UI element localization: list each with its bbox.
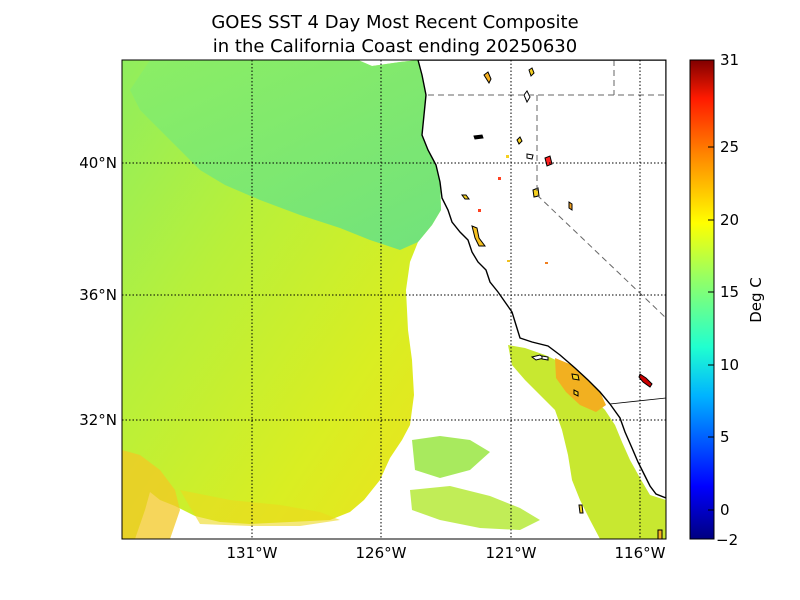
map-title-line2: in the California Coast ending 20250630 xyxy=(212,36,578,57)
lon-label-131w: 131°W xyxy=(227,544,278,562)
colorbar-tick-0: 0 xyxy=(720,501,730,519)
lat-label-36n: 36°N xyxy=(79,286,117,304)
map-plot-area xyxy=(122,60,666,539)
land-mass xyxy=(417,60,666,499)
small-water-spots xyxy=(478,155,548,264)
colorbar-tick-25: 25 xyxy=(720,138,739,156)
state-borders xyxy=(428,60,666,319)
colorbar-tick-neg2: −2 xyxy=(716,531,738,549)
colorbar xyxy=(689,59,715,540)
lon-label-126w: 126°W xyxy=(356,544,407,562)
sst-patch-south-offshore xyxy=(410,486,540,530)
colorbar-tick-20: 20 xyxy=(720,211,739,229)
graticule xyxy=(122,60,666,539)
map-frame xyxy=(121,59,667,540)
colorbar-tick-5: 5 xyxy=(720,428,730,446)
colorbar-label: Deg C xyxy=(747,277,765,323)
mexico-border xyxy=(609,397,666,405)
colorbar-ticks xyxy=(708,59,714,540)
inland-lakes xyxy=(461,67,663,539)
sst-patch-warm-bight xyxy=(555,358,606,412)
lat-label-32n: 32°N xyxy=(79,411,117,429)
colorbar-tick-10: 10 xyxy=(720,356,739,374)
warm-water-south xyxy=(180,490,340,526)
colorbar-tick-15: 15 xyxy=(720,283,739,301)
cool-water-north xyxy=(130,60,441,250)
lon-label-121w: 121°W xyxy=(486,544,537,562)
sst-patch-central xyxy=(412,436,490,478)
warm-water-southwest xyxy=(122,450,180,539)
lon-label-116w: 116°W xyxy=(615,544,666,562)
lat-label-40n: 40°N xyxy=(79,154,117,172)
sst-patch-southern-bight xyxy=(508,345,666,539)
colorbar-tick-31: 31 xyxy=(720,51,739,69)
map-title-line1: GOES SST 4 Day Most Recent Composite xyxy=(211,12,579,33)
